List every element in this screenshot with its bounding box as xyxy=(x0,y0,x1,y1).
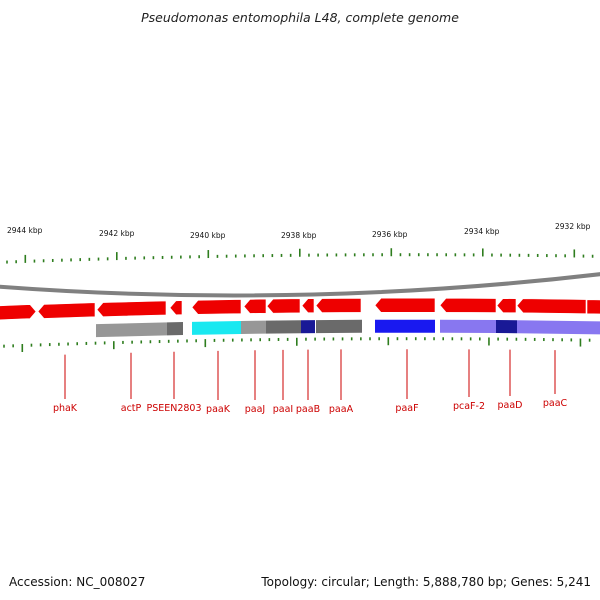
gene-arrow xyxy=(0,304,37,321)
scale-ticks-inner xyxy=(3,337,591,353)
feature-block xyxy=(96,322,167,338)
gene-arrow xyxy=(169,300,183,316)
feature-block xyxy=(517,320,600,335)
gene-label: paaI xyxy=(273,404,293,415)
gene-arrow xyxy=(315,298,362,313)
scale-label: 2934 kbp xyxy=(464,227,500,236)
topology-info: Topology: circular; Length: 5,888,780 bp… xyxy=(261,575,591,589)
gene-arrow xyxy=(37,302,96,319)
gene-label: paaK xyxy=(206,404,231,415)
gene-label: phaK xyxy=(53,403,78,414)
scale-ticks-outer xyxy=(6,248,594,264)
gene-labels: phaK actP PSEEN2803 paaK paaJ paaI paaB paaA paa… xyxy=(53,398,568,415)
gene-arrow xyxy=(586,299,600,315)
feature-block xyxy=(241,320,266,334)
gene-label: pcaF-2 xyxy=(453,401,485,412)
gene-label: paaA xyxy=(329,404,354,415)
genome-backbone xyxy=(0,272,600,298)
feature-track xyxy=(96,319,600,338)
gene-label: paaC xyxy=(543,398,568,409)
feature-block xyxy=(316,319,362,334)
feature-block xyxy=(440,319,496,334)
gene-arrow xyxy=(266,298,301,314)
map-title: Pseudomonas entomophila L48, complete ge… xyxy=(141,10,459,25)
gene-label: paaD xyxy=(498,400,523,411)
gene-arrow xyxy=(96,300,167,317)
scale-label: 2932 kbp xyxy=(555,222,591,231)
feature-block xyxy=(266,320,301,334)
feature-block xyxy=(192,320,241,335)
gene-label: paaF xyxy=(395,403,418,414)
accession-info: Accession: NC_008027 xyxy=(9,575,146,589)
scale-labels: 2944 kbp 2942 kbp 2940 kbp 2938 kbp 2936 kbp… xyxy=(7,222,591,240)
gene-label: actP xyxy=(121,403,142,414)
gene-arrow xyxy=(496,298,517,314)
scale-label: 2942 kbp xyxy=(99,229,135,238)
gene-label: PSEEN2803 xyxy=(146,403,201,414)
gene-label: paaB xyxy=(296,404,320,415)
gene-arrow xyxy=(516,298,587,314)
feature-block xyxy=(375,319,435,333)
gene-arrow xyxy=(301,298,315,314)
scale-label: 2940 kbp xyxy=(190,231,226,240)
gene-track xyxy=(0,297,600,321)
feature-block xyxy=(496,320,517,334)
gene-arrow xyxy=(439,297,497,313)
feature-block xyxy=(301,320,315,334)
gene-arrow xyxy=(374,297,436,313)
scale-label: 2944 kbp xyxy=(7,226,43,235)
feature-block xyxy=(167,322,183,336)
scale-label: 2936 kbp xyxy=(372,230,408,239)
gene-label-leaders xyxy=(64,349,556,400)
scale-label: 2938 kbp xyxy=(281,231,317,240)
gene-arrow xyxy=(243,298,267,314)
gene-arrow xyxy=(191,299,242,315)
gene-label: paaJ xyxy=(245,404,265,415)
